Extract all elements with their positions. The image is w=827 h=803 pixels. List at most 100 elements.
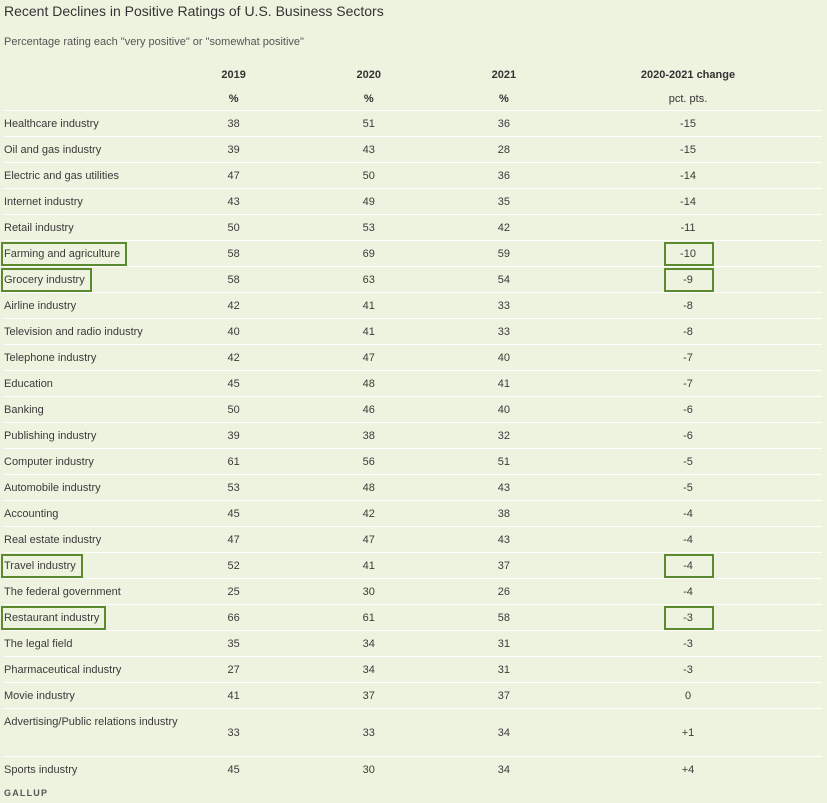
cell-2021: 40 bbox=[453, 344, 554, 371]
row-label: Travel industry bbox=[4, 552, 184, 579]
cell-2021: 36 bbox=[453, 110, 554, 137]
row-label: Retail industry bbox=[4, 214, 184, 241]
cell-2021: 36 bbox=[453, 162, 554, 189]
cell-2020: 41 bbox=[283, 552, 454, 579]
table-row: Movie industry 41 37 37 0 bbox=[4, 682, 822, 709]
cell-change: -14 bbox=[554, 162, 822, 189]
row-label: Banking bbox=[4, 396, 184, 423]
cell-change: -4 bbox=[554, 578, 822, 605]
cell-2021: 26 bbox=[453, 578, 554, 605]
cell-change: -10 bbox=[554, 240, 822, 267]
header-2020: 2020 bbox=[356, 69, 381, 81]
cell-2019: 39 bbox=[183, 422, 284, 449]
cell-change: -7 bbox=[554, 344, 822, 371]
cell-2020: 41 bbox=[283, 318, 454, 345]
cell-change: -5 bbox=[554, 448, 822, 475]
cell-2020: 48 bbox=[283, 370, 454, 397]
row-label: Publishing industry bbox=[4, 422, 184, 449]
row-label: Pharmaceutical industry bbox=[4, 656, 184, 683]
cell-2020: 51 bbox=[283, 110, 454, 137]
row-label: Real estate industry bbox=[4, 526, 184, 553]
table-row: Farming and agriculture 58 69 59 -10 bbox=[4, 240, 822, 267]
cell-2020: 33 bbox=[283, 708, 454, 757]
cell-2020: 53 bbox=[283, 214, 454, 241]
row-label: Telephone industry bbox=[4, 344, 184, 371]
cell-2020: 49 bbox=[283, 188, 454, 215]
table-row: Pharmaceutical industry 27 34 31 -3 bbox=[4, 656, 822, 683]
cell-2020: 30 bbox=[283, 756, 454, 782]
cell-2021: 59 bbox=[453, 240, 554, 267]
cell-2020: 41 bbox=[283, 292, 454, 319]
row-label: Accounting bbox=[4, 500, 184, 527]
cell-2019: 27 bbox=[183, 656, 284, 683]
table-row: Airline industry 42 41 33 -8 bbox=[4, 292, 822, 319]
cell-2021: 34 bbox=[453, 708, 554, 757]
highlight-box-label bbox=[1, 605, 107, 630]
table-row: Restaurant industry 66 61 58 -3 bbox=[4, 604, 822, 631]
cell-2019: 58 bbox=[183, 266, 284, 293]
row-label: Restaurant industry bbox=[4, 604, 184, 631]
cell-2020: 56 bbox=[283, 448, 454, 475]
cell-2020: 34 bbox=[283, 656, 454, 683]
cell-2021: 51 bbox=[453, 448, 554, 475]
cell-2019: 47 bbox=[183, 526, 284, 553]
table-row: Real estate industry 47 47 43 -4 bbox=[4, 526, 822, 553]
highlight-box-change bbox=[664, 605, 714, 630]
unit-2021: % bbox=[499, 93, 509, 105]
row-label: Education bbox=[4, 370, 184, 397]
gallup-footer: GALLUP bbox=[4, 788, 49, 798]
highlight-box-label bbox=[1, 553, 83, 578]
cell-2019: 42 bbox=[183, 344, 284, 371]
cell-change: -3 bbox=[554, 656, 822, 683]
cell-change: +1 bbox=[554, 708, 822, 757]
table-row: Accounting 45 42 38 -4 bbox=[4, 500, 822, 527]
table-row: Oil and gas industry 39 43 28 -15 bbox=[4, 136, 822, 163]
row-label: Sports industry bbox=[4, 756, 184, 782]
table-row: Banking 50 46 40 -6 bbox=[4, 396, 822, 423]
cell-2020: 63 bbox=[283, 266, 454, 293]
cell-2021: 40 bbox=[453, 396, 554, 423]
cell-change: -6 bbox=[554, 396, 822, 423]
chart-title: Recent Declines in Positive Ratings of U… bbox=[4, 3, 384, 19]
unit-2019: % bbox=[228, 93, 239, 105]
cell-2020: 48 bbox=[283, 474, 454, 501]
cell-2019: 38 bbox=[183, 110, 284, 137]
cell-2021: 35 bbox=[453, 188, 554, 215]
chart-subtitle: Percentage rating each "very positive" o… bbox=[4, 36, 304, 48]
cell-2020: 38 bbox=[283, 422, 454, 449]
cell-2019: 40 bbox=[183, 318, 284, 345]
cell-2021: 42 bbox=[453, 214, 554, 241]
row-label: Electric and gas utilities bbox=[4, 162, 184, 189]
table-row: Electric and gas utilities 47 50 36 -14 bbox=[4, 162, 822, 189]
cell-2020: 42 bbox=[283, 500, 454, 527]
row-label: Computer industry bbox=[4, 448, 184, 475]
highlight-box-label bbox=[1, 267, 92, 292]
cell-2021: 43 bbox=[453, 474, 554, 501]
table-row: Computer industry 61 56 51 -5 bbox=[4, 448, 822, 475]
table-row: The federal government 25 30 26 -4 bbox=[4, 578, 822, 605]
cell-2019: 53 bbox=[183, 474, 284, 501]
cell-2020: 50 bbox=[283, 162, 454, 189]
table-row: Television and radio industry 40 41 33 -8 bbox=[4, 318, 822, 345]
row-label: Movie industry bbox=[4, 682, 184, 709]
highlight-box-change bbox=[664, 267, 714, 292]
cell-change: -8 bbox=[554, 318, 822, 345]
row-label: Internet industry bbox=[4, 188, 184, 215]
unit-2020: % bbox=[363, 93, 374, 105]
cell-change: -4 bbox=[554, 526, 822, 553]
table-row: Retail industry 50 53 42 -11 bbox=[4, 214, 822, 241]
header-blank bbox=[4, 62, 184, 88]
cell-change: -7 bbox=[554, 370, 822, 397]
header-2021: 2021 bbox=[491, 69, 517, 81]
highlight-box-change bbox=[664, 241, 714, 266]
cell-2019: 45 bbox=[183, 500, 284, 527]
cell-change: -3 bbox=[554, 604, 822, 631]
cell-change: -4 bbox=[554, 552, 822, 579]
cell-2019: 39 bbox=[183, 136, 284, 163]
row-label: Airline industry bbox=[4, 292, 184, 319]
cell-2019: 25 bbox=[183, 578, 284, 605]
highlight-box-label bbox=[1, 241, 128, 266]
table-row: Internet industry 43 49 35 -14 bbox=[4, 188, 822, 215]
cell-2019: 50 bbox=[183, 396, 284, 423]
highlight-box-change bbox=[664, 553, 714, 578]
